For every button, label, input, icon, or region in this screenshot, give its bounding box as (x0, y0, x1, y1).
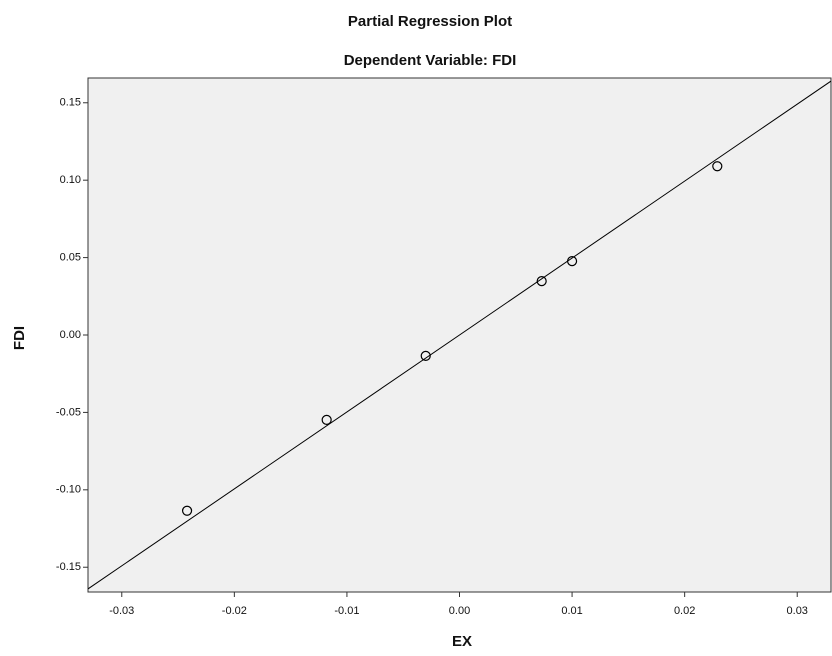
chart-subtitle: Dependent Variable: FDI (344, 52, 517, 69)
x-tick-label: 0.00 (449, 605, 470, 617)
x-tick-label: -0.01 (334, 605, 359, 617)
y-tick-label: 0.15 (60, 97, 81, 109)
y-tick-label: 0.10 (60, 174, 81, 186)
page: Partial Regression Plot Dependent Variab… (0, 0, 832, 656)
x-tick-label: 0.02 (674, 605, 695, 617)
y-tick-label: 0.05 (60, 251, 81, 263)
x-tick-label: 0.01 (561, 605, 582, 617)
chart: Partial Regression Plot Dependent Variab… (0, 0, 832, 656)
x-tick-label: -0.02 (222, 605, 247, 617)
y-tick-label: -0.05 (56, 406, 81, 418)
chart-title: Partial Regression Plot (348, 13, 512, 30)
y-tick-label: -0.15 (56, 561, 81, 573)
x-tick-label: -0.03 (109, 605, 134, 617)
y-tick-label: -0.10 (56, 484, 81, 496)
x-axis-label: EX (452, 633, 472, 650)
x-tick-label: 0.03 (787, 605, 808, 617)
y-axis-label: FDI (11, 326, 28, 350)
y-tick-label: 0.00 (60, 329, 81, 341)
